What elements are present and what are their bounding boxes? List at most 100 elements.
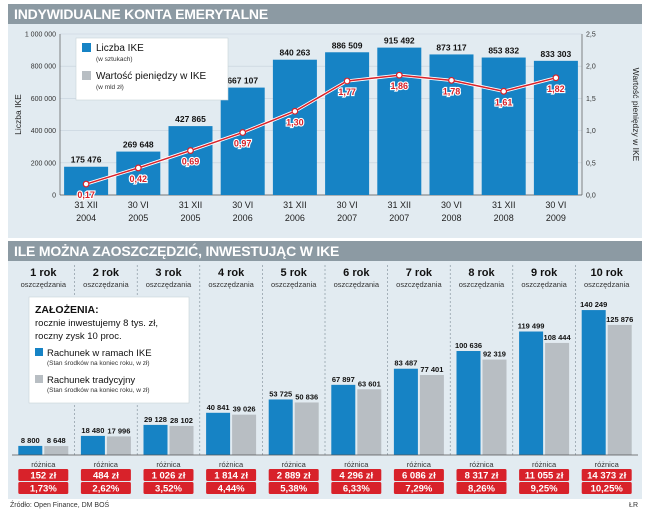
bottom-diff-percent: 2,62% bbox=[92, 484, 119, 495]
bottom-diff-percent: 7,29% bbox=[405, 484, 432, 495]
top-right-axis-title: Wartość pieniędzy w IKE bbox=[631, 68, 641, 162]
bottom-diff-amount: 152 zł bbox=[30, 471, 56, 482]
bottom-traditional-bar bbox=[44, 446, 69, 455]
bottom-ike-value-label: 18 480 bbox=[81, 426, 104, 435]
bottom-diff-caption: różnica bbox=[94, 460, 119, 469]
bottom-ike-value-label: 140 249 bbox=[580, 300, 607, 309]
top-line-value-label: 0,17 bbox=[77, 190, 95, 200]
top-bar-value-label: 833 303 bbox=[541, 49, 572, 59]
bottom-diff-amount: 14 373 zł bbox=[587, 471, 626, 482]
top-x-tick-label: 2005 bbox=[180, 213, 200, 223]
top-x-tick-label: 2007 bbox=[337, 213, 357, 223]
top-line-value-label: 0,42 bbox=[130, 174, 148, 184]
top-chart-svg: 0 200 000 400 000 600 000 800 000 1 000 000 0,… bbox=[13, 32, 641, 224]
bottom-ike-bar bbox=[268, 399, 293, 455]
assumptions-line: roczny zysk 10 proc. bbox=[35, 331, 122, 342]
bottom-diff-percent: 8,26% bbox=[468, 484, 495, 495]
top-left-tick-label: 200 000 bbox=[31, 160, 56, 167]
bottom-legend-swatch-blue bbox=[35, 348, 43, 356]
bottom-diff-amount: 11 055 zł bbox=[525, 471, 564, 482]
bottom-diff-percent-box bbox=[80, 482, 131, 494]
bottom-diff-caption: różnica bbox=[344, 460, 369, 469]
top-bar-value-label: 269 648 bbox=[123, 140, 154, 150]
bottom-diff-amount: 1 814 zł bbox=[214, 471, 248, 482]
bottom-diff-amount-box bbox=[143, 469, 194, 481]
top-bar bbox=[220, 87, 265, 195]
top-line-point bbox=[134, 164, 142, 172]
bottom-diff-amount: 8 317 zł bbox=[465, 471, 499, 482]
author-initials: ŁR bbox=[629, 502, 638, 509]
bottom-year-sublabel: oszczędzania bbox=[83, 280, 129, 289]
bottom-chart-panel: 1 rok oszczędzania 2 rok oszczędzania 3 rok o… bbox=[8, 261, 642, 499]
top-x-tick-label: 2005 bbox=[128, 213, 148, 223]
top-bar-value-label: 853 832 bbox=[488, 46, 519, 56]
bottom-title-band: ILE MOŻNA ZAOSZCZĘDZIĆ, INWESTUJĄC W IKE bbox=[8, 241, 642, 261]
bottom-year-label: 3 rok bbox=[155, 267, 182, 279]
bottom-diff-percent: 6,33% bbox=[343, 484, 370, 495]
assumptions-title: ZAŁOŻENIA: bbox=[35, 303, 99, 316]
bottom-year-label: 5 rok bbox=[281, 267, 308, 279]
top-value-line bbox=[85, 74, 557, 185]
bottom-ike-bar bbox=[206, 412, 231, 455]
top-x-tick-label: 31 XII bbox=[283, 200, 307, 210]
bottom-chart-title: ILE MOŻNA ZAOSZCZĘDZIĆ, INWESTUJĄC W IKE bbox=[14, 243, 340, 259]
bottom-traditional-value-label: 77 401 bbox=[420, 365, 443, 374]
top-x-tick-label: 30 VI bbox=[128, 200, 149, 210]
bottom-diff-percent-box bbox=[143, 482, 194, 494]
top-right-tick-label: 1,0 bbox=[586, 128, 596, 135]
bottom-legend-swatch-gray bbox=[35, 375, 43, 383]
bottom-year-sublabel: oszczędzania bbox=[146, 280, 192, 289]
bottom-year-label: 8 rok bbox=[468, 267, 495, 279]
bottom-diff-percent: 1,73% bbox=[30, 484, 57, 495]
top-line-point bbox=[239, 129, 247, 136]
bottom-traditional-bar bbox=[232, 414, 257, 455]
bottom-legend-sublabel: (Stan środków na koniec roku, w zł) bbox=[47, 360, 150, 367]
bottom-year-label: 10 rok bbox=[590, 267, 623, 279]
bottom-year-sublabel: oszczędzania bbox=[521, 280, 567, 289]
bottom-year-sublabel: oszczędzania bbox=[21, 280, 67, 289]
bottom-diff-amount-box bbox=[456, 469, 507, 481]
top-line-value-label: 1,86 bbox=[391, 81, 409, 91]
top-chart-title: INDYWIDUALNE KONTA EMERYTALNE bbox=[14, 6, 268, 22]
bottom-diff-percent-box bbox=[18, 482, 69, 494]
bottom-ike-bar bbox=[581, 310, 606, 455]
top-line-value-label: 0,69 bbox=[182, 157, 200, 167]
bottom-legend-label: Rachunek w ramach IKE bbox=[47, 348, 152, 359]
top-x-tick-label: 2009 bbox=[546, 213, 566, 223]
bottom-ike-value-label: 83 487 bbox=[394, 359, 417, 368]
top-x-tick-label: 31 XII bbox=[74, 200, 98, 210]
assumptions-box bbox=[28, 296, 190, 404]
bottom-traditional-value-label: 17 996 bbox=[107, 426, 130, 435]
bottom-traditional-value-label: 50 836 bbox=[295, 392, 318, 401]
bottom-ike-value-label: 40 841 bbox=[207, 403, 230, 412]
bottom-traditional-value-label: 92 319 bbox=[483, 350, 506, 359]
top-right-tick-label: 2,0 bbox=[586, 64, 596, 71]
bottom-year-sublabel: oszczędzania bbox=[334, 280, 380, 289]
bottom-ike-bar bbox=[331, 384, 356, 455]
source-note: Źródło: Open Finance, DM BOŚ bbox=[10, 502, 110, 509]
bottom-year-sublabel: oszczędzania bbox=[208, 280, 254, 289]
top-bar bbox=[168, 126, 213, 195]
bottom-year-label: 4 rok bbox=[218, 267, 245, 279]
top-bar bbox=[325, 52, 370, 195]
bottom-traditional-value-label: 63 601 bbox=[358, 379, 381, 388]
top-bar-value-label: 886 509 bbox=[332, 40, 363, 50]
top-x-tick-label: 30 VI bbox=[545, 200, 566, 210]
top-right-tick-label: 2,5 bbox=[586, 32, 596, 39]
top-line-value-label: 1,78 bbox=[443, 86, 461, 96]
bottom-year-sublabel: oszczędzania bbox=[396, 280, 442, 289]
top-left-tick-label: 0 bbox=[52, 193, 56, 200]
bottom-traditional-value-label: 39 026 bbox=[233, 405, 256, 414]
top-bar bbox=[377, 47, 422, 195]
top-legend-swatch-gray bbox=[82, 71, 91, 80]
bottom-ike-bar bbox=[18, 445, 43, 455]
top-bar bbox=[429, 54, 474, 195]
bottom-diff-amount-box bbox=[519, 469, 570, 481]
bottom-ike-bar bbox=[393, 368, 418, 455]
bottom-traditional-bar bbox=[419, 375, 444, 455]
bottom-ike-value-label: 67 897 bbox=[332, 375, 355, 384]
top-line-point bbox=[82, 180, 90, 188]
bottom-traditional-value-label: 125 876 bbox=[606, 315, 633, 324]
top-left-axis-title: Liczba IKE bbox=[13, 94, 23, 135]
